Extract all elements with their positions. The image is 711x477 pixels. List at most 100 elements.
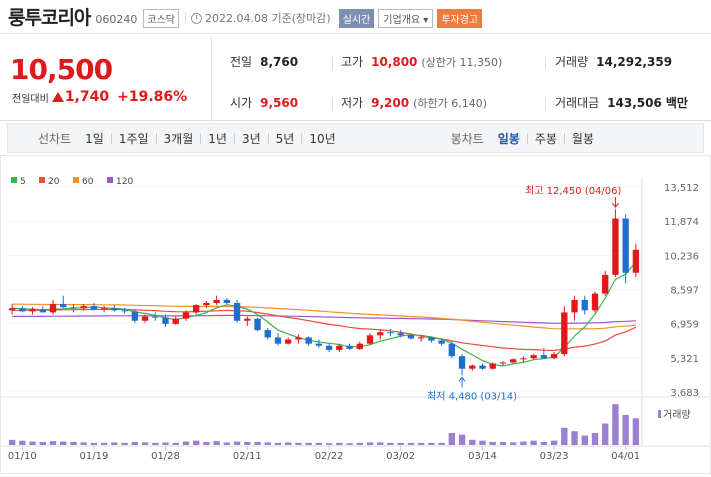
candle-body — [60, 304, 67, 308]
chart-toolbar: 선차트 1일 1주일 3개월 1년 3년 5년 10년 봉차트 일봉 주봉 월봉 — [7, 123, 704, 153]
realtime-button[interactable]: 실시간 — [338, 8, 375, 28]
candle-body — [141, 316, 149, 321]
legend-swatch-5 — [11, 177, 17, 183]
volume-bar — [100, 442, 108, 445]
volume-bar — [397, 442, 404, 445]
volume-bar — [407, 442, 415, 445]
volume-bar — [458, 434, 466, 445]
period-3y-button[interactable]: 3년 — [241, 131, 261, 146]
volume-bar — [70, 441, 77, 445]
legend-label-120: 120 — [116, 177, 133, 187]
volume-legend-swatch — [658, 410, 661, 418]
candle-body — [111, 308, 118, 311]
legend-swatch-120 — [107, 177, 113, 183]
monthly-candle-tab[interactable]: 월봉 — [571, 131, 594, 146]
candle-body — [448, 343, 455, 357]
volume-bar — [540, 441, 548, 445]
volume-bar — [213, 441, 220, 445]
weekly-candle-tab[interactable]: 주봉 — [534, 131, 557, 146]
date-suffix: 기준(장마감) — [271, 12, 331, 25]
divider — [563, 132, 565, 144]
candle-body — [162, 317, 169, 324]
volume-bar — [254, 441, 261, 445]
candle-body — [325, 345, 333, 350]
volume-bar — [80, 442, 87, 445]
period-1y-button[interactable]: 1년 — [208, 131, 227, 146]
candle-body — [602, 274, 609, 294]
low-value: 9,200 — [371, 96, 410, 110]
x-tick-label: 03/14 — [468, 451, 497, 462]
volume-bar — [264, 442, 271, 445]
amount-value: 143,506 — [607, 96, 662, 110]
company-overview-label: 기업개요 — [383, 14, 421, 26]
company-overview-button[interactable]: 기업개요 ▾ — [378, 8, 434, 28]
period-1d-button[interactable]: 1일 — [85, 131, 104, 146]
volume-bar — [152, 442, 159, 445]
candle-body — [285, 339, 292, 344]
candle-body — [561, 312, 568, 355]
high-value: 10,800 — [371, 55, 418, 69]
candle-body — [223, 299, 231, 304]
period-3m-button[interactable]: 3개월 — [163, 131, 194, 146]
volume-bar — [90, 442, 98, 445]
volume-bar — [162, 442, 169, 445]
divider — [545, 98, 546, 110]
volume-bar — [39, 441, 46, 445]
volume-bar — [561, 427, 568, 445]
candle-body — [295, 337, 302, 340]
open-value: 9,560 — [260, 96, 299, 110]
legend-label-60: 60 — [82, 177, 94, 187]
date-value: 2022.04.08 — [205, 12, 268, 25]
volume-bar — [223, 442, 231, 445]
x-tick-label: 04/01 — [611, 451, 640, 462]
legend-swatch-60 — [73, 177, 79, 183]
volume-bar — [632, 418, 640, 445]
volume-bar — [377, 442, 384, 445]
candle-body — [550, 354, 558, 359]
volume-bar — [438, 442, 445, 445]
candle-body — [172, 318, 179, 324]
y-tick-label: 13,512 — [664, 183, 699, 194]
candle-body — [489, 363, 496, 369]
stock-header: 룽투코리아 060240 코스닥 2022.04.08 기준(장마감) 실시간 … — [0, 0, 711, 34]
amount-label: 거래대금 — [555, 96, 600, 110]
investment-warning-badge[interactable]: 투자경고 — [437, 8, 483, 28]
candle-body — [571, 299, 578, 313]
volume-bar — [111, 442, 118, 445]
candle-body — [264, 330, 271, 338]
volume-bar — [346, 443, 353, 445]
x-tick-label: 03/23 — [540, 451, 569, 462]
chart-svg: 5 20 60 120 13,512 11,874 10,236 8,597 6,959 5,32… — [1, 177, 710, 462]
daily-candle-tab[interactable]: 일봉 — [497, 131, 520, 146]
volume-bar — [581, 435, 588, 445]
volume-label: 거래량 — [663, 409, 691, 421]
volume-label: 거래량 — [555, 55, 589, 69]
candle-body — [39, 309, 46, 313]
volume-bar — [612, 404, 619, 445]
volume-bar — [172, 442, 179, 445]
y-tick-label: 11,874 — [664, 217, 699, 228]
x-tick-label: 01/19 — [80, 451, 109, 462]
volume-bar — [448, 432, 455, 445]
volume-bar — [193, 440, 200, 445]
divider — [267, 132, 269, 144]
candlestick-chart[interactable]: 5 20 60 120 13,512 11,874 10,236 8,597 6,959 5,32… — [0, 155, 711, 474]
candle-body — [80, 306, 87, 309]
volume-bar — [274, 442, 282, 445]
period-5y-button[interactable]: 5년 — [275, 131, 295, 146]
candle-body — [203, 303, 210, 306]
period-10y-button[interactable]: 10년 — [309, 131, 336, 146]
candle-body — [233, 303, 241, 321]
volume-bar — [366, 442, 374, 445]
lower-limit: (하한가 6,140) — [413, 97, 487, 110]
volume-bar — [19, 440, 26, 445]
high-annotation: 최고 12,450 (04/06) — [525, 185, 621, 197]
low-cell: 저가 9,200 (하한가 6,140) — [341, 94, 487, 111]
period-1w-button[interactable]: 1주일 — [118, 131, 149, 146]
price-box: 10,500 전일대비 1,740 +19.86% — [0, 35, 212, 121]
up-arrow-icon — [51, 92, 64, 102]
volume-cell: 거래량 14,292,359 — [555, 53, 672, 70]
high-label: 고가 — [341, 55, 364, 69]
volume-bar — [305, 442, 312, 445]
volume-bar — [60, 441, 67, 445]
